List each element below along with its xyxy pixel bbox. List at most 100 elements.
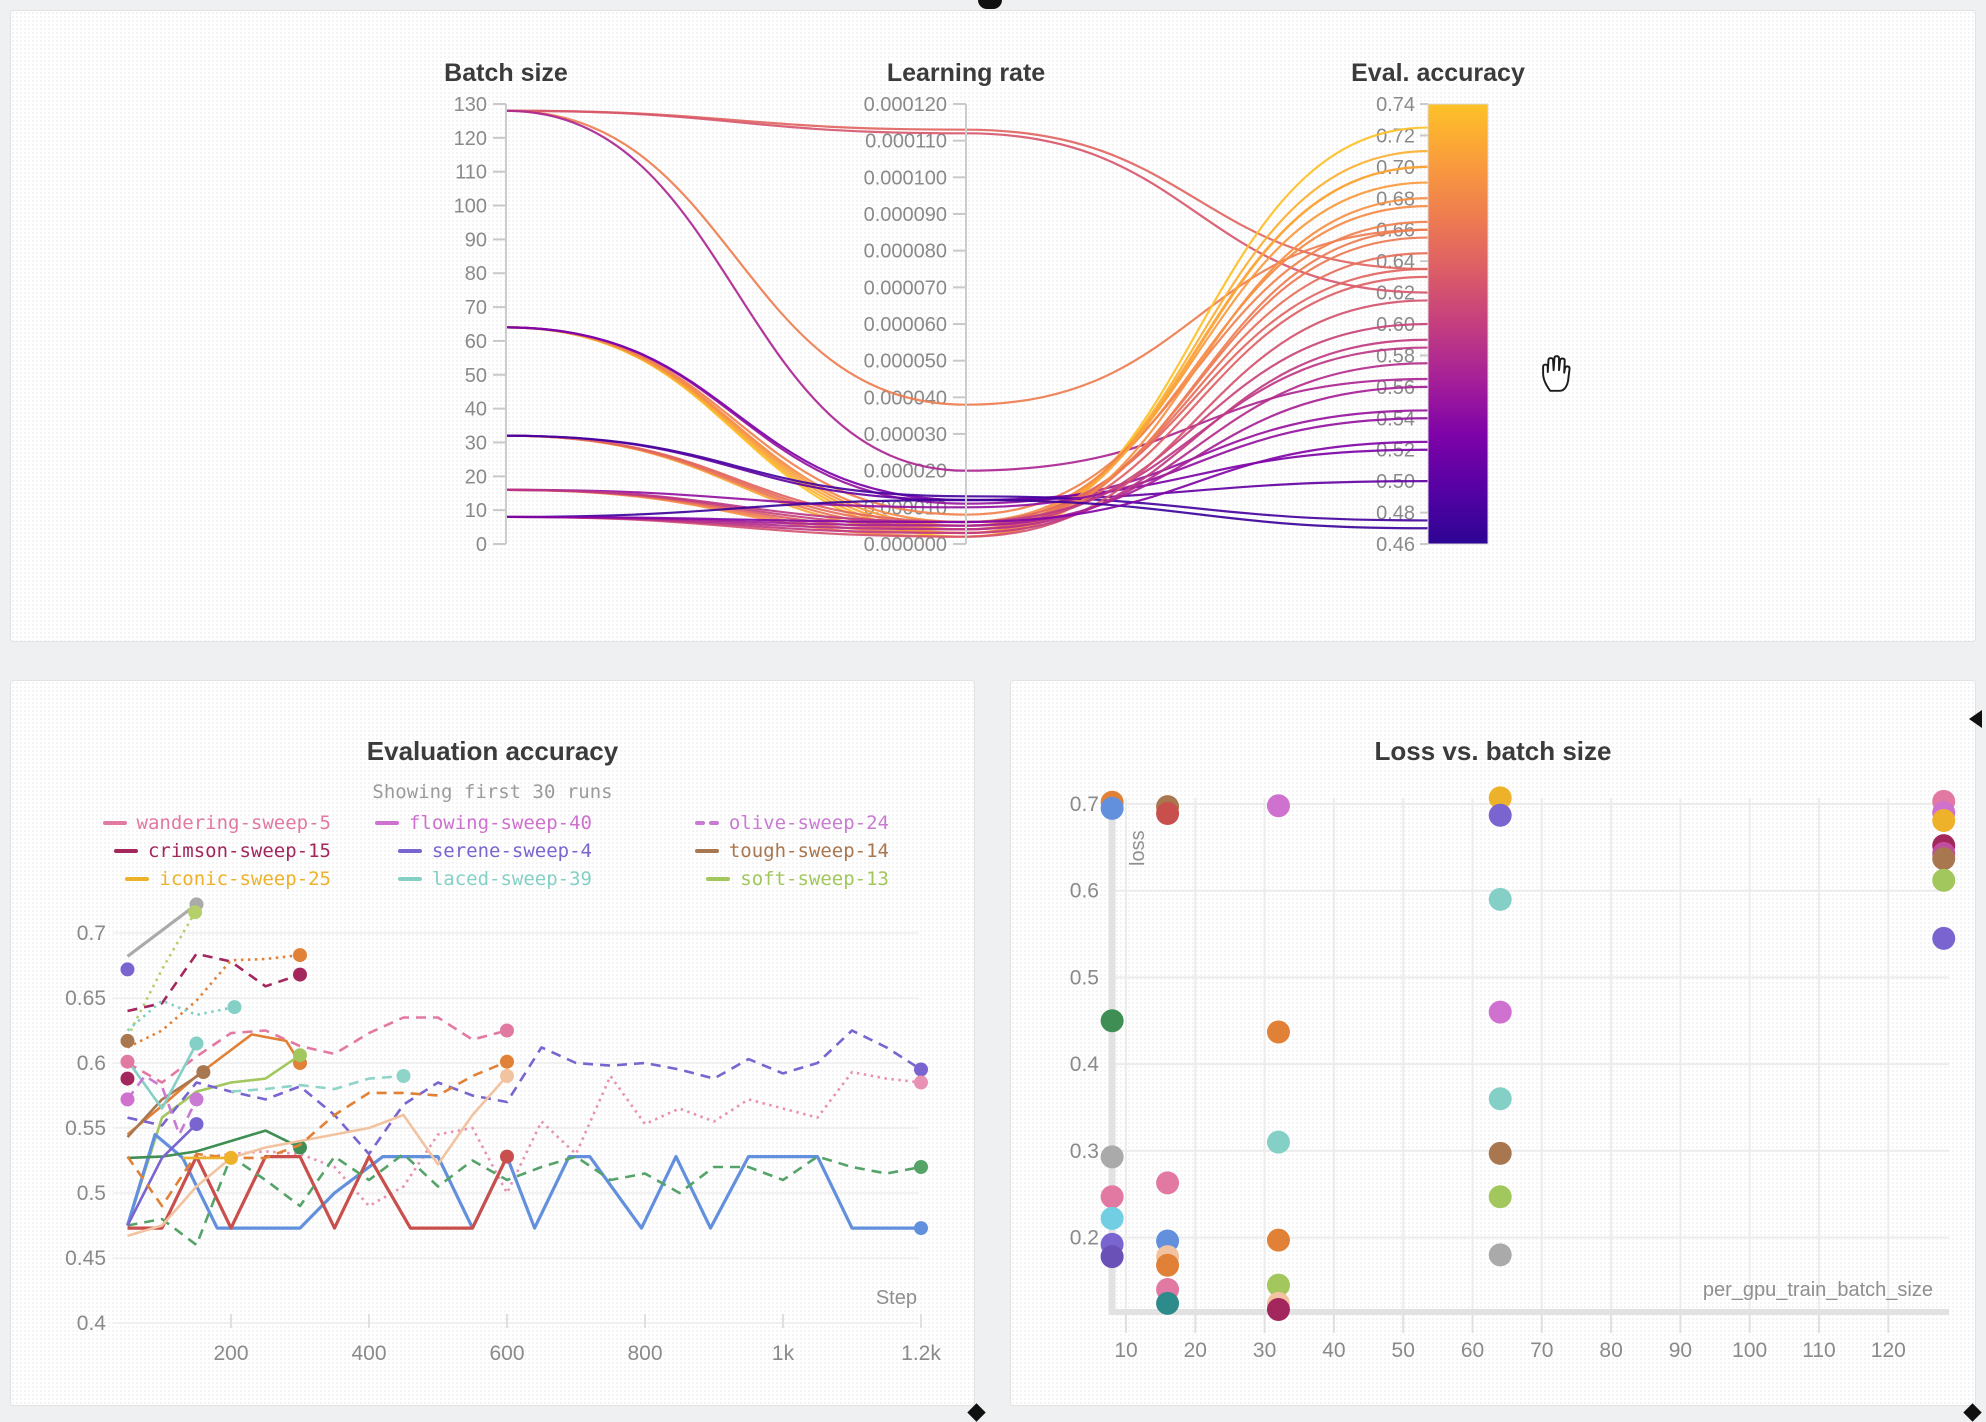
- svg-text:600: 600: [489, 1342, 524, 1365]
- series-end-marker[interactable]: [120, 1033, 135, 1048]
- scatter-point[interactable]: [1156, 802, 1180, 826]
- run-series-line[interactable]: [125, 1132, 922, 1230]
- legend-item[interactable]: iconic-sweep-25: [125, 867, 331, 891]
- series-end-marker[interactable]: [914, 1160, 928, 1174]
- legend-item[interactable]: crimson-sweep-15: [113, 839, 331, 863]
- scatter-point[interactable]: [1932, 926, 1956, 950]
- run-series-line[interactable]: [126, 953, 301, 1049]
- series-end-marker[interactable]: [227, 1000, 242, 1015]
- series-end-marker[interactable]: [120, 962, 135, 977]
- eval-gridlines: 0.4 0.45 0.5 0.55 0.6 0.65 0.7 200 400 600 800 1k 1.…: [65, 922, 941, 1365]
- scatter-point[interactable]: [1266, 1228, 1290, 1252]
- scatter-point[interactable]: [1156, 1171, 1180, 1195]
- svg-text:130: 130: [454, 94, 487, 116]
- scatter-point[interactable]: [1100, 1206, 1124, 1230]
- scatter-point[interactable]: [1932, 847, 1956, 871]
- run-series-line[interactable]: [126, 911, 197, 1038]
- svg-text:800: 800: [627, 1342, 662, 1365]
- panel-evaluation-accuracy[interactable]: 0.4 0.45 0.5 0.55 0.6 0.65 0.7 200 400 600 800 1k 1.…: [10, 680, 975, 1406]
- series-end-marker[interactable]: [500, 1149, 514, 1164]
- scatter-point[interactable]: [1488, 1185, 1512, 1209]
- panel-drag-grip-top[interactable]: [978, 0, 1002, 9]
- scatter-point[interactable]: [1100, 1245, 1124, 1269]
- run-series-line[interactable]: [126, 1033, 302, 1136]
- scatter-point[interactable]: [1488, 1000, 1512, 1024]
- series-end-marker[interactable]: [914, 1062, 928, 1077]
- series-end-marker[interactable]: [120, 1054, 135, 1069]
- run-series-line[interactable]: [126, 1042, 198, 1110]
- scatter-point[interactable]: [1488, 786, 1512, 810]
- series-end-marker[interactable]: [500, 1054, 514, 1069]
- series-end-marker[interactable]: [189, 1117, 204, 1132]
- series-end-marker[interactable]: [224, 1150, 238, 1165]
- scatter-point[interactable]: [1932, 868, 1956, 892]
- scatter-point[interactable]: [1932, 808, 1956, 832]
- scatter-point[interactable]: [1266, 794, 1290, 818]
- panel-resize-grip-right[interactable]: [1963, 1403, 1982, 1422]
- legend-item[interactable]: olive-sweep-24: [694, 811, 889, 835]
- legend-item[interactable]: serene-sweep-4: [397, 839, 592, 863]
- legend-item[interactable]: flowing-sweep-40: [374, 811, 592, 835]
- series-end-marker[interactable]: [914, 1075, 928, 1090]
- scatter-point[interactable]: [1100, 1185, 1124, 1209]
- panel-drag-grip-right[interactable]: [1969, 710, 1982, 728]
- run-series-line[interactable]: [126, 1074, 198, 1136]
- svg-text:200: 200: [213, 1342, 248, 1365]
- scatter-point[interactable]: [1266, 1020, 1290, 1044]
- run-series-line[interactable]: [127, 952, 301, 1013]
- series-end-marker[interactable]: [914, 1221, 928, 1236]
- series-end-marker[interactable]: [293, 948, 307, 963]
- batch-size-axis-title: Batch size: [444, 59, 568, 87]
- run-series-line[interactable]: [127, 1155, 509, 1230]
- scatter-point[interactable]: [1266, 1297, 1290, 1321]
- panel-loss-vs-batch-size[interactable]: 0.2 0.3 0.4 0.5 0.6 0.7 10 20 30 40 50 60 70 80 90 100 1…: [1010, 680, 1976, 1406]
- scatter-point[interactable]: [1488, 1141, 1512, 1165]
- legend-item[interactable]: tough-sweep-14: [694, 839, 889, 863]
- run-series-line[interactable]: [230, 1074, 404, 1093]
- panel-parallel-coordinates[interactable]: 0 10 20 30 40 50 60 70 80 90 100 110 120 130 0.000000 0…: [10, 10, 1976, 642]
- legend-item[interactable]: laced-sweep-39: [397, 867, 592, 891]
- scatter-point[interactable]: [1156, 1253, 1180, 1277]
- scatter-point[interactable]: [1100, 1145, 1124, 1169]
- run-series-line[interactable]: [127, 1029, 922, 1156]
- run-series-line[interactable]: [126, 1123, 198, 1227]
- run-series-line[interactable]: [126, 1060, 508, 1208]
- scatter-point[interactable]: [1100, 1009, 1124, 1033]
- legend-item[interactable]: wandering-sweep-5: [102, 811, 331, 835]
- svg-text:30: 30: [465, 432, 487, 454]
- run-series-line[interactable]: [126, 999, 235, 1032]
- legend-item[interactable]: soft-sweep-13: [706, 867, 889, 891]
- scatter-point[interactable]: [1488, 1243, 1512, 1267]
- scatter-point[interactable]: [1156, 1291, 1180, 1315]
- run-series-line[interactable]: [127, 1152, 922, 1247]
- series-end-marker[interactable]: [500, 1023, 514, 1038]
- run-series-line[interactable]: [126, 1016, 508, 1084]
- panel-resize-grip-left[interactable]: [967, 1403, 986, 1422]
- series-end-marker[interactable]: [396, 1069, 411, 1083]
- scatter-point[interactable]: [1100, 796, 1124, 820]
- scatter-title: Loss vs. batch size: [1374, 736, 1612, 766]
- scatter-point[interactable]: [1266, 1130, 1290, 1154]
- run-series-line[interactable]: [126, 903, 198, 958]
- run-series-line[interactable]: [127, 1129, 301, 1160]
- svg-text:0.6: 0.6: [1070, 880, 1099, 903]
- series-end-marker[interactable]: [188, 905, 203, 920]
- parallel-run-line[interactable]: [505, 109, 1429, 472]
- scatter-point[interactable]: [1488, 887, 1512, 911]
- series-end-marker[interactable]: [293, 967, 307, 982]
- series-end-marker[interactable]: [189, 1092, 204, 1107]
- series-end-marker[interactable]: [120, 1071, 135, 1086]
- run-series-line[interactable]: [127, 1075, 508, 1238]
- run-series-line[interactable]: [126, 1071, 205, 1138]
- svg-text:0.000070: 0.000070: [864, 277, 947, 299]
- scatter-point[interactable]: [1488, 1087, 1512, 1111]
- scatter-point[interactable]: [1488, 803, 1512, 827]
- series-end-marker[interactable]: [189, 1036, 204, 1051]
- scatter-point[interactable]: [1266, 1273, 1290, 1297]
- accuracy-colorbar[interactable]: [1427, 103, 1489, 545]
- series-end-marker[interactable]: [293, 1140, 307, 1155]
- series-end-marker[interactable]: [120, 1092, 135, 1107]
- series-end-marker[interactable]: [500, 1069, 514, 1083]
- series-end-marker[interactable]: [196, 1065, 211, 1080]
- series-end-marker[interactable]: [293, 1048, 307, 1063]
